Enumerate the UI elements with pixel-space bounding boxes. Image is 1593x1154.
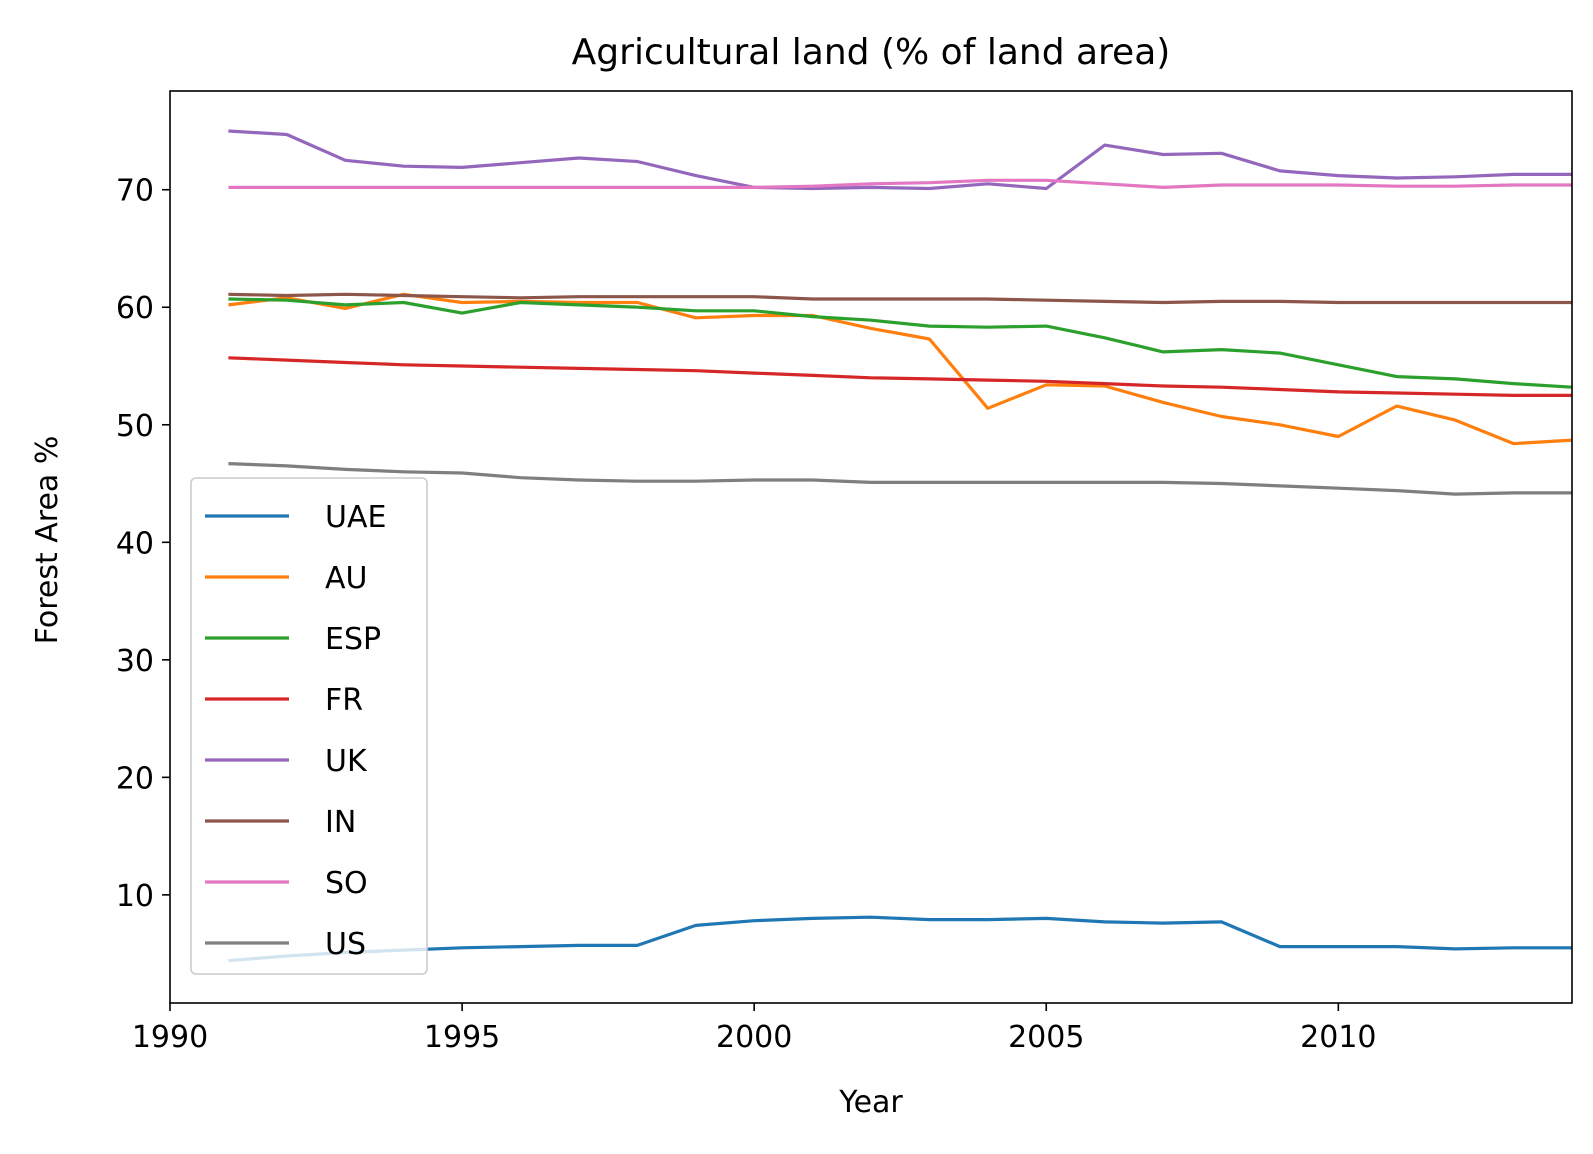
plot-area-frame (169, 90, 1573, 1004)
x-tick-label: 2000 (716, 1020, 792, 1055)
series-line-so (228, 178, 1572, 189)
x-tick-label: 2005 (1008, 1020, 1084, 1055)
legend-box (190, 477, 428, 975)
y-tick-label: 30 (116, 644, 154, 679)
legend-label-au: AU (325, 561, 367, 596)
y-tick-label: 40 (116, 526, 154, 561)
legend-label-us: US (325, 927, 366, 962)
legend-label-esp: ESP (325, 622, 381, 657)
y-tick-label: 20 (116, 761, 154, 796)
y-tick-label: 60 (116, 291, 154, 326)
series-line-in (228, 292, 1572, 305)
y-tick-label: 50 (116, 409, 154, 444)
legend-label-so: SO (325, 866, 368, 901)
legend-label-uk: UK (325, 744, 368, 779)
x-axis-title: Year (838, 1085, 903, 1120)
series-line-uk (228, 129, 1572, 191)
series-line-uae (228, 915, 1572, 963)
legend-label-fr: FR (325, 683, 363, 718)
legend-label-uae: UAE (325, 500, 386, 535)
series-line-fr (228, 356, 1572, 397)
y-tick-label: 10 (116, 879, 154, 914)
series-line-us (228, 462, 1572, 496)
series-line-au (228, 292, 1573, 446)
series-layer (228, 129, 1573, 963)
y-axis-title: Forest Area % (30, 436, 65, 645)
legend: UAE AU ESP FR UK IN SO US (190, 477, 428, 975)
legend-label-in: IN (325, 805, 356, 840)
x-tick-label: 1990 (132, 1020, 208, 1055)
x-tick-label: 2010 (1300, 1020, 1376, 1055)
x-tick-label: 1995 (424, 1020, 500, 1055)
chart-title: Agricultural land (% of land area) (572, 32, 1171, 73)
series-line-esp (228, 297, 1573, 389)
y-tick-label: 70 (116, 174, 154, 209)
